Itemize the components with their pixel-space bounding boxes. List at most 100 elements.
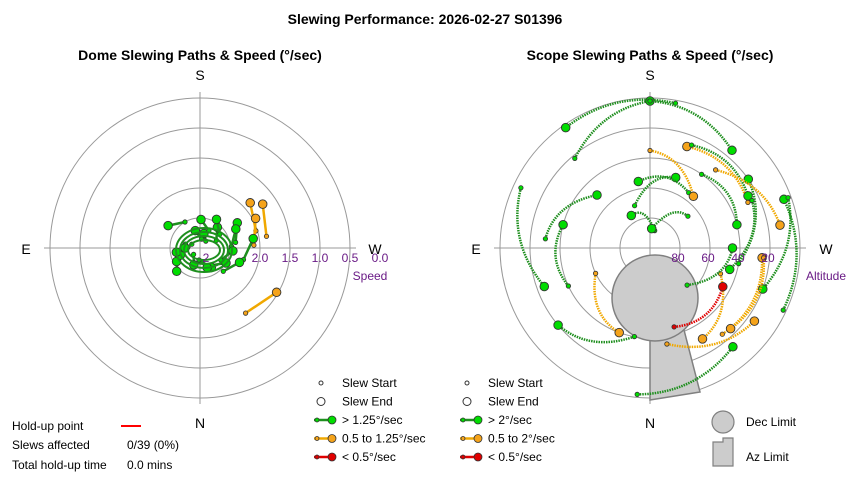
scope-legend-swatch-end — [462, 397, 472, 406]
dome-tick-label: 2.0 — [252, 251, 269, 265]
scope-slew-end — [758, 284, 768, 294]
scope-slew-start — [634, 391, 640, 397]
scope-slew-end — [727, 145, 737, 156]
dome-paths — [163, 198, 282, 316]
scope-slew-end — [560, 122, 571, 133]
scope-slew-path — [761, 197, 792, 290]
scope-slew-start — [684, 282, 690, 288]
scope-slew-start — [518, 185, 524, 191]
dome-slew-end — [234, 257, 245, 268]
scope-slew-end — [749, 316, 760, 326]
scope-legend-label-end: Slew End — [488, 395, 539, 409]
dome-cardinal-top: S — [195, 67, 204, 83]
dome-slew-start — [263, 233, 270, 239]
holdup-time-value: 0.0 mins — [127, 458, 172, 472]
scope-slew-path — [649, 99, 734, 151]
limit-legend: Dec Limit Az Limit — [711, 410, 797, 467]
scope-slew-start — [592, 270, 599, 276]
scope-legend-label-mid: 0.5 to 2°/sec — [488, 432, 555, 446]
scope-slew-path — [573, 99, 651, 159]
scope-slew-end — [697, 334, 708, 344]
dome-cardinal-left: E — [21, 241, 30, 257]
dome-legend: Slew Start Slew End > 1.25°/sec 0.5 to 1.25… — [314, 376, 426, 464]
dome-slew-start — [243, 310, 249, 316]
scope-slew-end — [592, 190, 602, 200]
scope-slew-end — [626, 210, 637, 221]
scope-tick-label: 20 — [761, 251, 775, 265]
scope-slew-end — [718, 281, 728, 292]
scope-slew-end — [553, 320, 563, 330]
scope-slew-start — [712, 167, 719, 173]
scope-cardinal-right: W — [819, 241, 833, 257]
scope-slew-start — [671, 324, 677, 330]
scope-slew-path — [516, 187, 546, 288]
dec-limit-swatch — [711, 410, 735, 434]
dome-radial-ticks: 2.0 1.5 1.0 0.5 0.0 2 — [203, 251, 389, 265]
scope-slew-path — [666, 320, 756, 349]
dome-title: Dome Slewing Paths & Speed (°/sec) — [78, 47, 322, 63]
scope-legend-swatch-startdot-slow — [460, 454, 466, 460]
scope-slew-path — [564, 98, 676, 129]
scope-slew-path — [715, 168, 782, 226]
scope-legend-swatch-startdot-fast — [460, 417, 466, 423]
dome-slew-end — [163, 220, 173, 231]
dome-slew-end — [271, 287, 282, 298]
dome-tick-label: 0.5 — [342, 251, 359, 265]
dome-slew-end — [250, 213, 261, 224]
scope-legend-swatch-start — [464, 380, 470, 386]
scope-radial-label: Altitude — [806, 269, 846, 283]
scope-slew-path — [701, 273, 725, 340]
az-limit-label: Az Limit — [746, 450, 789, 464]
scope-slew-start — [572, 155, 578, 161]
scope-slew-end — [614, 327, 624, 338]
dome-slew-path — [261, 203, 268, 237]
dome-legend-swatch-startdot-mid — [314, 436, 320, 441]
scope-slew-path — [721, 257, 764, 336]
scope-slew-end — [539, 281, 550, 292]
scope-slew-path — [686, 145, 750, 203]
scope-tick-label: 80 — [671, 251, 685, 265]
scope-slew-start — [780, 307, 786, 313]
scope-slew-end — [732, 219, 742, 230]
figure-title: Slewing Performance: 2026-02-27 S01396 — [288, 11, 563, 27]
scope-slew-path — [557, 324, 635, 344]
scope-slew-path — [650, 211, 689, 230]
scope-slew-path — [729, 257, 766, 330]
scope-slew-end — [558, 219, 568, 230]
scope-slew-start — [749, 197, 755, 204]
scope-slew-end — [633, 176, 644, 187]
dome-legend-swatch-end — [316, 397, 326, 406]
scope-slew-start — [631, 333, 638, 340]
dome-cluster-loop — [183, 235, 225, 265]
scope-slew-start — [565, 283, 572, 289]
scope-slew-path — [637, 175, 690, 194]
dome-tick-label-inner: 2 — [203, 251, 210, 265]
scope-slew-path — [673, 286, 724, 329]
dome-legend-swatch-enddot-fast — [327, 415, 337, 425]
slews-affected-value: 0/39 (0%) — [127, 438, 179, 452]
holdup-time-label: Total hold-up time — [12, 458, 107, 472]
scope-slew-start — [647, 98, 653, 104]
scope-slew-end — [646, 223, 657, 234]
dome-tick-label: 1.0 — [312, 251, 329, 265]
scope-slew-end — [727, 243, 738, 253]
scope-slew-path — [691, 143, 750, 197]
scope-legend-label-start: Slew Start — [488, 376, 543, 390]
dome-cluster-loop — [175, 227, 233, 273]
scope-radial-ticks: 80 60 40 20 — [671, 251, 775, 265]
scope-slew-start — [688, 142, 695, 148]
scope-slew-end — [724, 264, 735, 275]
scope-slew-path — [701, 173, 739, 225]
scope-slew-start — [542, 236, 549, 242]
scope-slew-path — [637, 346, 734, 396]
dome-slew-end — [248, 233, 258, 244]
dome-radial-label: Speed — [353, 269, 388, 283]
dome-tick-label: 1.5 — [282, 251, 299, 265]
dome-legend-swatch-startdot-slow — [314, 454, 320, 460]
dome-legend-swatch-enddot-mid — [327, 434, 337, 443]
scope-legend-swatch-enddot-mid — [473, 434, 483, 443]
scope-slew-end — [743, 174, 754, 184]
dome-cluster-loop — [187, 239, 221, 261]
dome-slew-path — [244, 291, 278, 315]
dome-slew-end — [171, 266, 182, 277]
